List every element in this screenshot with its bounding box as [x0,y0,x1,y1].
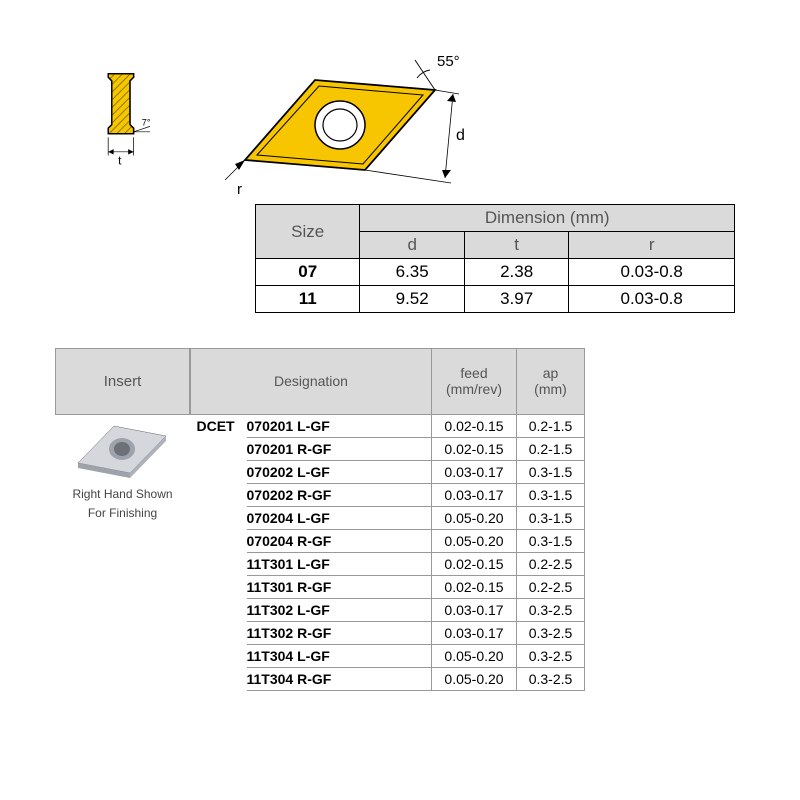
feed-cell: 0.05-0.20 [432,667,517,690]
designation-cell: 11T302 R-GF [247,621,432,644]
ap-header: ap(mm) [517,349,585,415]
ap-cell: 0.3-2.5 [517,644,585,667]
designation-cell: 11T301 L-GF [247,552,432,575]
nose-angle-label: 55° [437,53,460,70]
ap-cell: 0.2-2.5 [517,575,585,598]
col-r: r [569,232,735,259]
table-row: DCET070201 L-GF0.02-0.150.2-1.5 [191,414,585,437]
designation-cell: 11T301 R-GF [247,575,432,598]
prefix-cell: DCET [191,414,247,690]
caption-line-1: Right Hand Shown [55,485,190,504]
table-row: 070202 L-GF0.03-0.170.3-1.5 [191,460,585,483]
table-row: 11T302 L-GF0.03-0.170.3-2.5 [191,598,585,621]
ap-cell: 0.3-2.5 [517,621,585,644]
feed-cell: 0.03-0.17 [432,460,517,483]
table-row: 11T301 R-GF0.02-0.150.2-2.5 [191,575,585,598]
feed-cell: 0.03-0.17 [432,598,517,621]
ap-cell: 0.2-1.5 [517,414,585,437]
technical-diagrams: 7° t 55° d [55,50,745,200]
caption-line-2: For Finishing [55,504,190,523]
ap-cell: 0.3-1.5 [517,529,585,552]
ap-cell: 0.2-1.5 [517,437,585,460]
feed-cell: 0.05-0.20 [432,529,517,552]
table-row: 11T301 L-GF0.02-0.150.2-2.5 [191,552,585,575]
feed-cell: 0.02-0.15 [432,414,517,437]
dimension-header: Dimension (mm) [360,205,735,232]
designation-cell: 11T302 L-GF [247,598,432,621]
table-row: 11T304 L-GF0.05-0.200.3-2.5 [191,644,585,667]
feed-cell: 0.03-0.17 [432,483,517,506]
designation-cell: 11T304 R-GF [247,667,432,690]
dim-d-label: d [456,127,465,144]
table-row: 070204 L-GF0.05-0.200.3-1.5 [191,506,585,529]
designation-cell: 070204 R-GF [247,529,432,552]
ap-cell: 0.3-2.5 [517,667,585,690]
feed-cell: 0.02-0.15 [432,575,517,598]
feed-cell: 0.02-0.15 [432,552,517,575]
dim-t-label: t [118,154,122,168]
ap-cell: 0.3-1.5 [517,483,585,506]
designation-cell: 070201 R-GF [247,437,432,460]
table-row: 070202 R-GF0.03-0.170.3-1.5 [191,483,585,506]
feed-cell: 0.05-0.20 [432,506,517,529]
insert-thumbnail [55,415,190,485]
col-d: d [360,232,464,259]
insert-header: Insert [55,348,190,415]
designation-header: Designation [191,349,432,415]
size-header: Size [256,205,360,259]
ap-cell: 0.3-1.5 [517,460,585,483]
ap-cell: 0.3-1.5 [517,506,585,529]
table-row: 11 9.52 3.97 0.03-0.8 [256,286,735,313]
table-row: 070201 R-GF0.02-0.150.2-1.5 [191,437,585,460]
feed-header: feed(mm/rev) [432,349,517,415]
insert-panel: Insert Right Hand Shown For Finishing [55,348,190,523]
designation-cell: 070202 R-GF [247,483,432,506]
top-view-diagram: 55° d r [215,50,475,200]
designation-cell: 070201 L-GF [247,414,432,437]
designation-cell: 11T304 L-GF [247,644,432,667]
size-table: Size Dimension (mm) d t r 07 6.35 2.38 0… [255,204,735,313]
ap-cell: 0.3-2.5 [517,598,585,621]
feed-cell: 0.03-0.17 [432,621,517,644]
table-row: 070204 R-GF0.05-0.200.3-1.5 [191,529,585,552]
table-row: 11T302 R-GF0.03-0.170.3-2.5 [191,621,585,644]
col-t: t [464,232,568,259]
designation-cell: 070204 L-GF [247,506,432,529]
designation-table: Designation feed(mm/rev) ap(mm) DCET0702… [190,348,585,691]
designation-cell: 070202 L-GF [247,460,432,483]
table-row: 11T304 R-GF0.05-0.200.3-2.5 [191,667,585,690]
dim-r-label: r [237,181,242,198]
relief-angle-label: 7° [142,117,151,127]
table-row: 07 6.35 2.38 0.03-0.8 [256,259,735,286]
feed-cell: 0.02-0.15 [432,437,517,460]
side-view-diagram: 7° t [100,70,160,170]
ap-cell: 0.2-2.5 [517,552,585,575]
feed-cell: 0.05-0.20 [432,644,517,667]
